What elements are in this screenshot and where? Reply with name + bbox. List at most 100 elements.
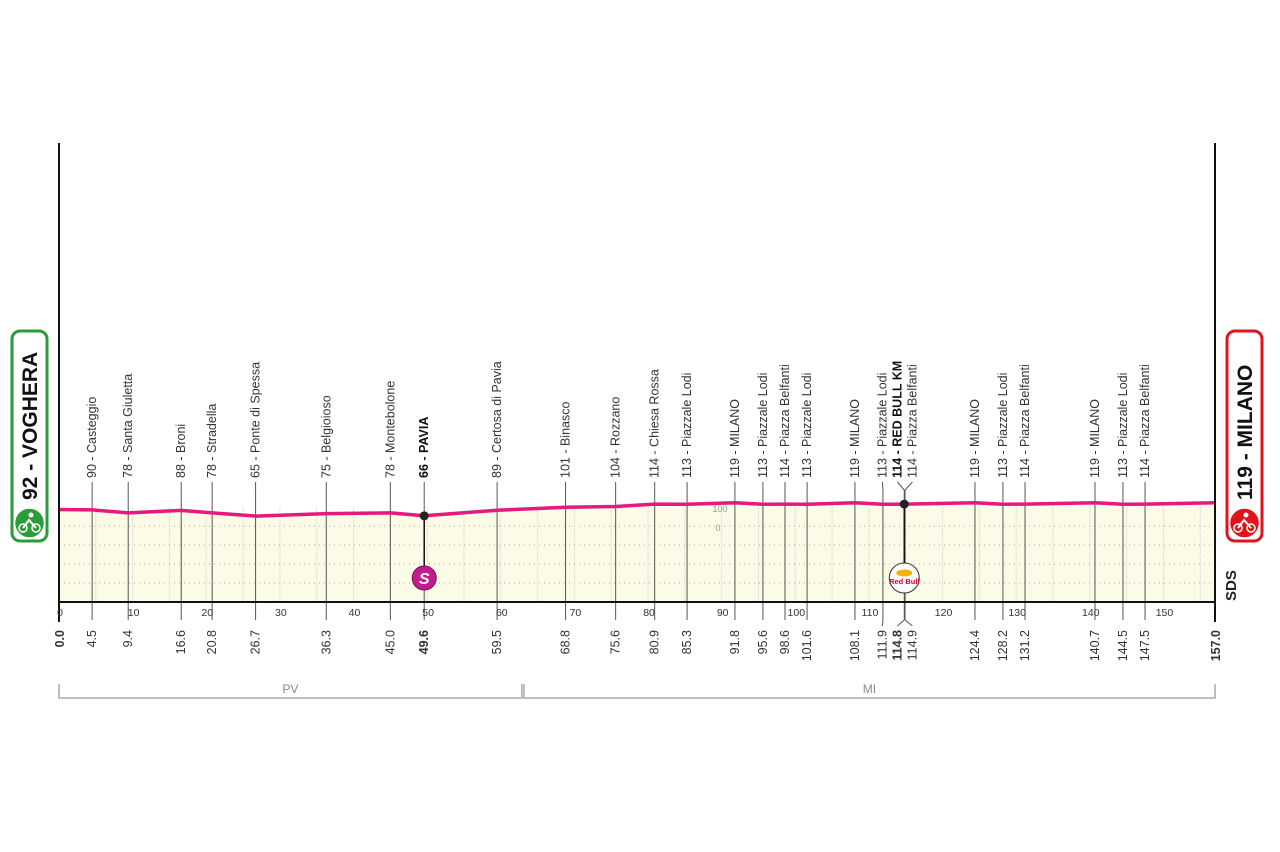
waypoint-label: 119 - MILANO bbox=[968, 399, 982, 478]
waypoint-km-label: 147.5 bbox=[1138, 630, 1152, 661]
marker-dot bbox=[899, 499, 909, 509]
waypoint-label: 113 - Piazzale Lodi bbox=[800, 373, 814, 478]
x-tick-label: 90 bbox=[717, 607, 729, 619]
cyclist-body-icon bbox=[22, 518, 37, 529]
cyclist-body-icon bbox=[1237, 518, 1252, 529]
waypoint-label: 78 - Stradella bbox=[205, 404, 219, 478]
x-tick-label: 140 bbox=[1082, 607, 1100, 619]
waypoint-km-label: 101.6 bbox=[800, 630, 814, 661]
waypoint-km-label: 4.5 bbox=[85, 630, 99, 647]
waypoint-label: 119 - MILANO bbox=[848, 399, 862, 478]
red-bull-icon bbox=[888, 562, 920, 594]
cyclist-wheel-icon bbox=[1233, 523, 1243, 533]
marker-dot bbox=[419, 511, 429, 521]
waypoint-km-label: 45.0 bbox=[383, 630, 397, 654]
start-cyclist-icon bbox=[13, 507, 46, 539]
x-tick-label: 130 bbox=[1008, 607, 1026, 619]
waypoint-label: 114 - Piazza Belfanti bbox=[1138, 364, 1152, 478]
province-bracket bbox=[58, 684, 523, 699]
waypoint-km-label: 124.4 bbox=[968, 630, 982, 661]
red-bull-sun bbox=[896, 569, 913, 577]
finish-badge bbox=[1225, 329, 1264, 543]
x-tick-label: 10 bbox=[128, 607, 140, 619]
x-tick-label: 110 bbox=[862, 607, 879, 619]
province-bracket bbox=[523, 684, 1216, 699]
cyclist-wheel-icon bbox=[18, 523, 28, 533]
finish-label: 119 - MILANO bbox=[1234, 365, 1257, 500]
x-tick-label: 30 bbox=[275, 607, 287, 619]
waypoint-leader-line bbox=[904, 481, 913, 491]
waypoint-label: 114 - Chiesa Rossa bbox=[648, 369, 662, 478]
red-bull-logo-text: Red Bull bbox=[889, 577, 919, 586]
waypoint-leader-line bbox=[881, 619, 884, 627]
sprint-icon bbox=[411, 565, 437, 591]
waypoint-label: 119 - MILANO bbox=[1088, 399, 1102, 478]
waypoint-label: 113 - Piazzale Lodi bbox=[996, 373, 1010, 478]
waypoint-label: 119 - MILANO bbox=[728, 399, 742, 478]
waypoint-km-label: 114.9 bbox=[905, 630, 919, 660]
x-tick-label: 20 bbox=[201, 607, 213, 619]
cyclist-wheel-icon bbox=[1246, 523, 1256, 533]
x-tick-label: 100 bbox=[788, 607, 806, 619]
profile-area bbox=[59, 502, 1215, 602]
waypoint-km-label: 59.5 bbox=[490, 630, 504, 654]
waypoint-label: 78 - Santa Giuletta bbox=[121, 374, 135, 478]
waypoint-km-label: 68.8 bbox=[559, 630, 573, 654]
waypoint-label: 66 - PAVIA bbox=[417, 417, 431, 478]
start-label: 92 - VOGHERA bbox=[19, 352, 42, 500]
waypoint-leader-line bbox=[897, 481, 905, 491]
x-tick-label: 150 bbox=[1156, 607, 1174, 619]
waypoint-km-label: 75.6 bbox=[609, 630, 623, 654]
waypoint-label: 113 - Piazzale Lodi bbox=[1116, 373, 1130, 478]
x-tick-label: 50 bbox=[422, 607, 434, 619]
waypoint-km-label: 108.1 bbox=[848, 630, 862, 661]
cyclist-wheel-icon bbox=[31, 523, 41, 533]
province-label: PV bbox=[282, 682, 298, 696]
province-label: MI bbox=[863, 682, 876, 696]
finish-cyclist-icon bbox=[1228, 507, 1261, 539]
waypoint-km-label: 91.8 bbox=[728, 630, 742, 654]
elevation-scale-label: 100 bbox=[712, 504, 727, 514]
start-badge bbox=[10, 329, 49, 543]
waypoint-leader-line bbox=[881, 481, 884, 491]
waypoint-km-label: 36.3 bbox=[319, 630, 333, 654]
cyclist-head-icon bbox=[1243, 512, 1249, 518]
waypoint-label: 89 - Certosa di Pavia bbox=[490, 361, 504, 478]
waypoint-km-label: 131.2 bbox=[1018, 630, 1032, 661]
cyclist-head-icon bbox=[28, 512, 34, 518]
waypoint-km-label: 114.8 bbox=[890, 630, 904, 661]
waypoint-label: 114 - Piazza Belfanti bbox=[905, 364, 919, 478]
sprint-icon-label: S bbox=[419, 571, 430, 588]
waypoint-km-label: 140.7 bbox=[1088, 630, 1102, 661]
waypoint-label: 104 - Rozzano bbox=[609, 397, 623, 478]
x-tick-label: 70 bbox=[570, 607, 582, 619]
waypoint-label: 78 - Montebolone bbox=[383, 381, 397, 478]
waypoint-km-label: 128.2 bbox=[996, 630, 1010, 661]
waypoint-label: 114 - Piazza Belfanti bbox=[1018, 364, 1032, 478]
waypoint-label: 113 - Piazzale Lodi bbox=[875, 373, 889, 478]
waypoint-label: 65 - Ponte di Spessa bbox=[249, 362, 263, 478]
x-tick-label: 0 bbox=[57, 607, 63, 619]
waypoint-label: 88 - Broni bbox=[174, 424, 188, 478]
waypoint-leader-line bbox=[897, 619, 905, 627]
x-tick-label: 120 bbox=[935, 607, 953, 619]
waypoint-label: 114 - RED BULL KM bbox=[890, 361, 904, 478]
waypoint-km-label: 95.6 bbox=[756, 630, 770, 654]
profile-line bbox=[58, 501, 1216, 518]
waypoint-km-label: 9.4 bbox=[121, 630, 135, 647]
waypoint-km-label: 26.7 bbox=[249, 630, 263, 654]
waypoint-leader-line bbox=[904, 619, 913, 627]
waypoint-label: 114 - Piazza Belfanti bbox=[778, 364, 792, 478]
x-tick-label: 80 bbox=[643, 607, 655, 619]
waypoint-label: 113 - Piazzale Lodi bbox=[680, 373, 694, 478]
waypoint-km-label: 111.9 bbox=[875, 630, 889, 659]
waypoint-km-label: 20.8 bbox=[205, 630, 219, 654]
waypoint-label: 113 - Piazzale Lodi bbox=[756, 373, 770, 478]
waypoint-label: 90 - Casteggio bbox=[85, 397, 99, 478]
waypoint-label: 75 - Belgioioso bbox=[319, 395, 333, 478]
sds-logo: SDS bbox=[1223, 570, 1240, 601]
waypoint-km-label: 85.3 bbox=[680, 630, 694, 654]
start-km-label: 0.0 bbox=[53, 630, 67, 647]
waypoint-km-label: 144.5 bbox=[1116, 630, 1130, 661]
